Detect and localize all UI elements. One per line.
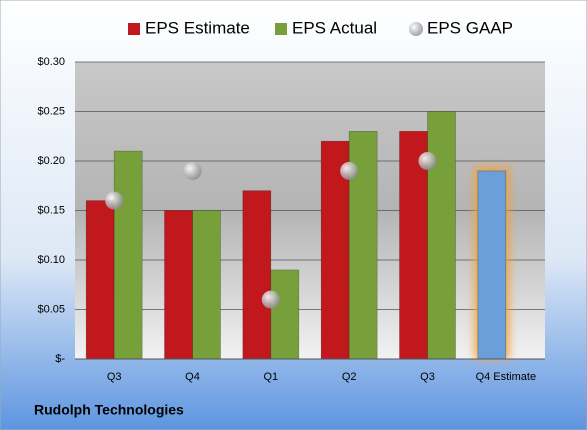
y-tick-label: $0.30 [37, 56, 65, 68]
legend-marker [409, 22, 423, 36]
legend-marker [275, 23, 287, 35]
bar [192, 210, 221, 360]
x-tick-label: Q4 Estimate [476, 371, 537, 383]
y-tick-label: $0.15 [37, 204, 65, 216]
marker [105, 191, 124, 210]
bar [164, 210, 193, 360]
y-tick-label: $- [55, 353, 65, 365]
y-tick-label: $0.10 [37, 254, 65, 266]
legend-marker [128, 23, 140, 35]
y-tick-label: $0.20 [37, 155, 65, 167]
legend-label: EPS GAAP [427, 18, 513, 37]
x-tick-label: Q3 [107, 371, 122, 383]
caption: Rudolph Technologies [34, 402, 184, 418]
x-tick-label: Q3 [420, 371, 435, 383]
marker [340, 161, 359, 180]
bar [113, 150, 143, 360]
x-tick-label: Q1 [263, 371, 278, 383]
bar [427, 111, 456, 360]
bar [399, 131, 428, 360]
marker [261, 290, 280, 309]
bar [242, 190, 272, 360]
y-tick-label: $0.05 [37, 303, 65, 315]
legend-label: EPS Actual [292, 18, 377, 37]
y-tick-label: $0.25 [37, 105, 65, 117]
x-tick-label: Q4 [185, 371, 200, 383]
bar [85, 200, 115, 360]
marker [418, 152, 437, 170]
bar [477, 170, 507, 360]
x-tick-label: Q2 [342, 371, 357, 383]
marker [183, 161, 202, 180]
bar [270, 269, 300, 360]
legend-label: EPS Estimate [145, 18, 250, 37]
